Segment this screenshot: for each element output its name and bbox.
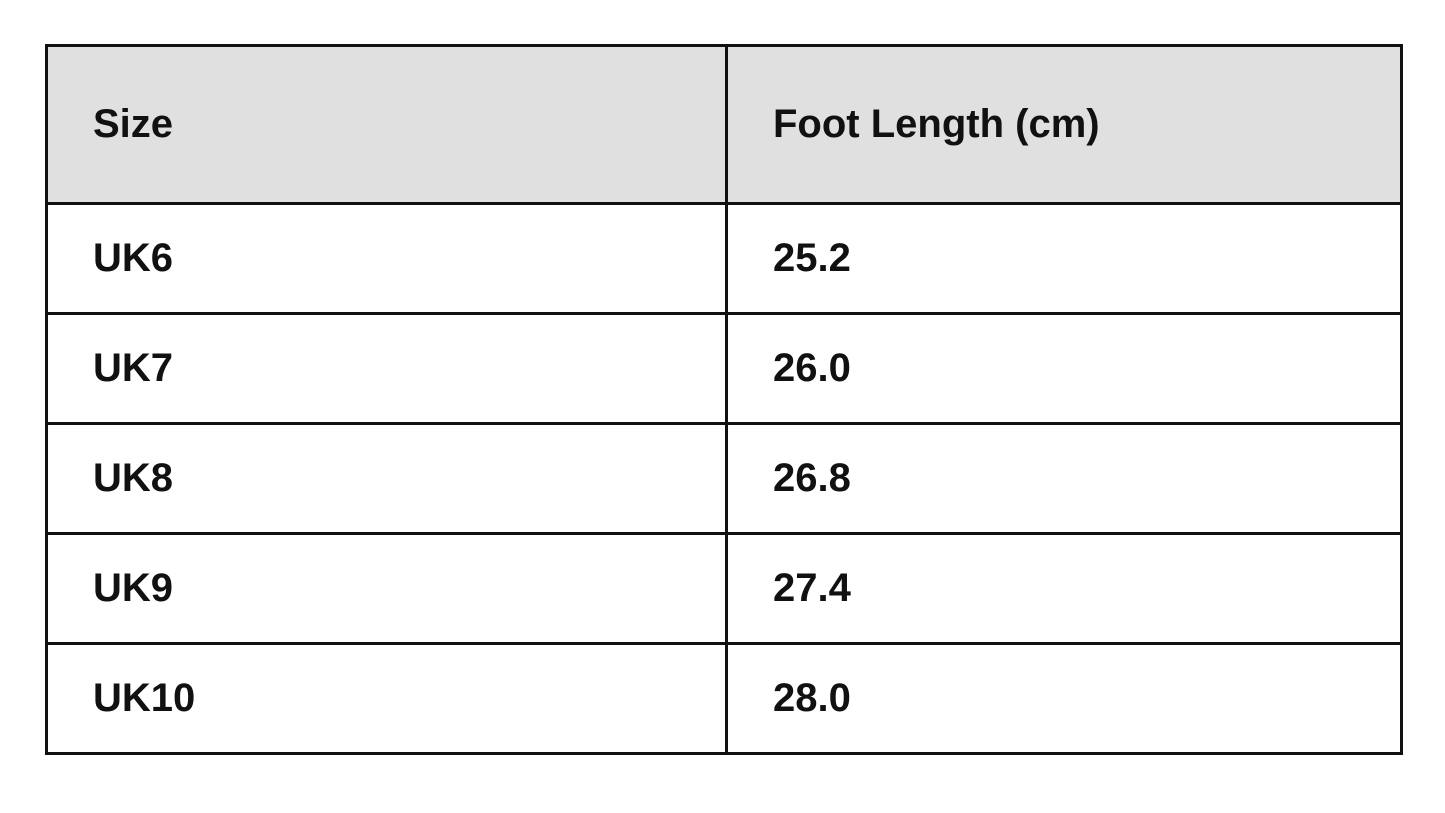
header-row: Size Foot Length (cm) xyxy=(45,44,1403,205)
foot-length-cell: 27.4 xyxy=(725,532,1403,645)
size-cell: UK8 xyxy=(45,422,728,535)
size-cell: UK9 xyxy=(45,532,728,645)
size-cell: UK7 xyxy=(45,312,728,425)
size-cell: UK6 xyxy=(45,202,728,315)
header-size: Size xyxy=(45,44,728,205)
size-table: Size Foot Length (cm) UK6 25.2 UK7 26.0 UK8 2… xyxy=(45,44,1403,755)
table-row: UK9 27.4 xyxy=(45,532,1403,645)
size-cell: UK10 xyxy=(45,642,728,755)
foot-length-cell: 26.8 xyxy=(725,422,1403,535)
table-row: UK7 26.0 xyxy=(45,312,1403,425)
table-row: UK10 28.0 xyxy=(45,642,1403,755)
table-row: UK8 26.8 xyxy=(45,422,1403,535)
foot-length-cell: 25.2 xyxy=(725,202,1403,315)
table-row: UK6 25.2 xyxy=(45,202,1403,315)
header-foot-length: Foot Length (cm) xyxy=(725,44,1403,205)
foot-length-cell: 26.0 xyxy=(725,312,1403,425)
foot-length-cell: 28.0 xyxy=(725,642,1403,755)
